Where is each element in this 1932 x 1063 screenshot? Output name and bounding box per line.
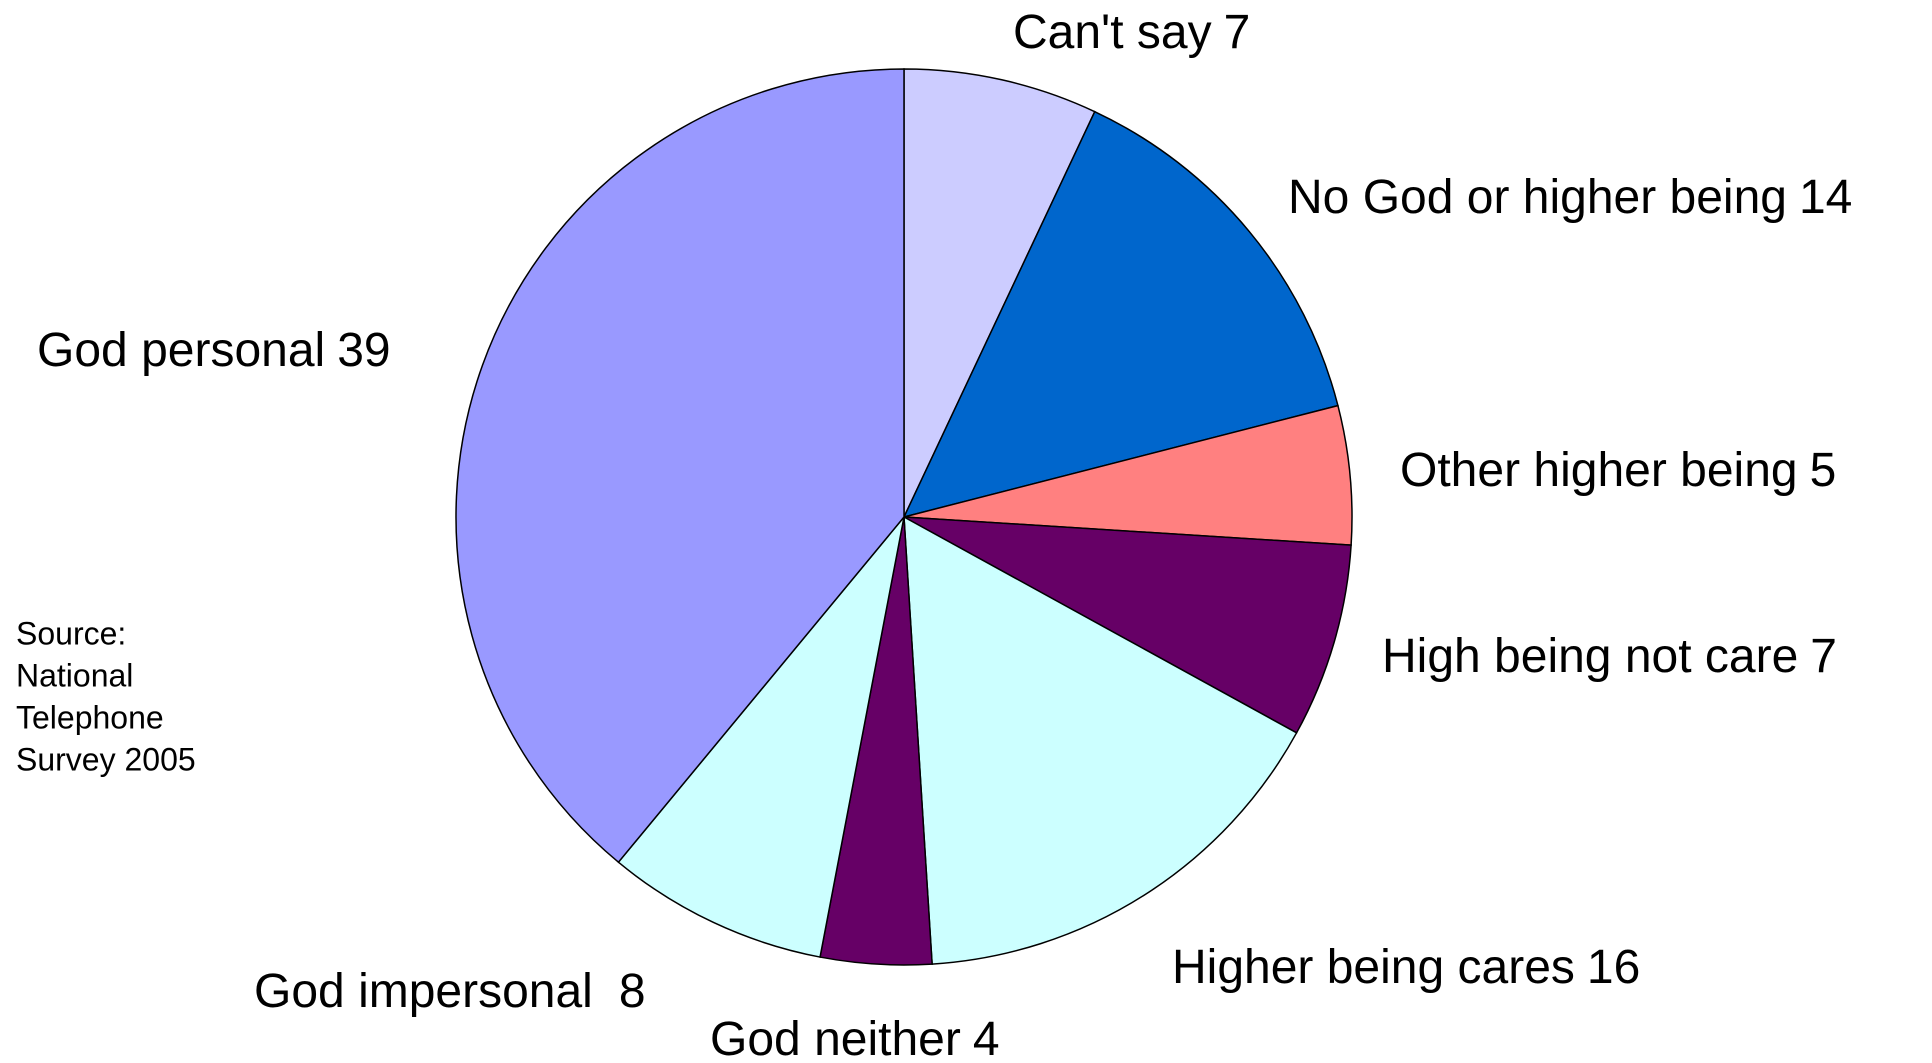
slice-value: 8	[619, 965, 646, 1018]
slice-label: God personal 39	[37, 324, 391, 377]
pie-slice	[902, 110, 1339, 519]
pie-slice	[903, 515, 1298, 965]
source-note: National	[16, 657, 133, 693]
slice-name: Can't say	[1013, 6, 1212, 59]
slice-value: 5	[1810, 444, 1837, 497]
slice-label: No God or higher being 14	[1288, 171, 1852, 224]
slice-label: High being not care 7	[1382, 630, 1837, 683]
slice-label: Can't say 7	[1013, 6, 1250, 59]
slice-name: God impersonal	[254, 965, 593, 1018]
slice-value: 16	[1587, 941, 1640, 994]
slice-name: No God or higher being	[1288, 171, 1787, 224]
source-note: Survey 2005	[16, 741, 196, 777]
pie-slice	[617, 516, 905, 958]
slice-label: God impersonal 8	[254, 965, 646, 1018]
slice-value: 14	[1799, 171, 1852, 224]
slice-name: High being not care	[1382, 630, 1798, 683]
source-note: Source:	[16, 615, 126, 651]
slice-value: 39	[337, 324, 390, 377]
pie-slice	[903, 516, 1352, 734]
slice-value: 4	[973, 1013, 1000, 1063]
slice-label: Other higher being 5	[1400, 444, 1836, 497]
slice-name: God personal	[37, 324, 325, 377]
source-note: Telephone	[16, 699, 164, 735]
slice-value: 7	[1810, 630, 1837, 683]
slice-name: God neither	[710, 1013, 961, 1063]
slice-name: Higher being cares	[1172, 941, 1575, 994]
slice-value: 7	[1224, 6, 1251, 59]
slice-name: Other higher being	[1400, 444, 1798, 497]
pie-slice	[455, 68, 905, 864]
slice-label: Higher being cares 16	[1172, 941, 1640, 994]
slice-label: God neither 4	[710, 1013, 1000, 1063]
pie-slice	[903, 68, 1096, 518]
